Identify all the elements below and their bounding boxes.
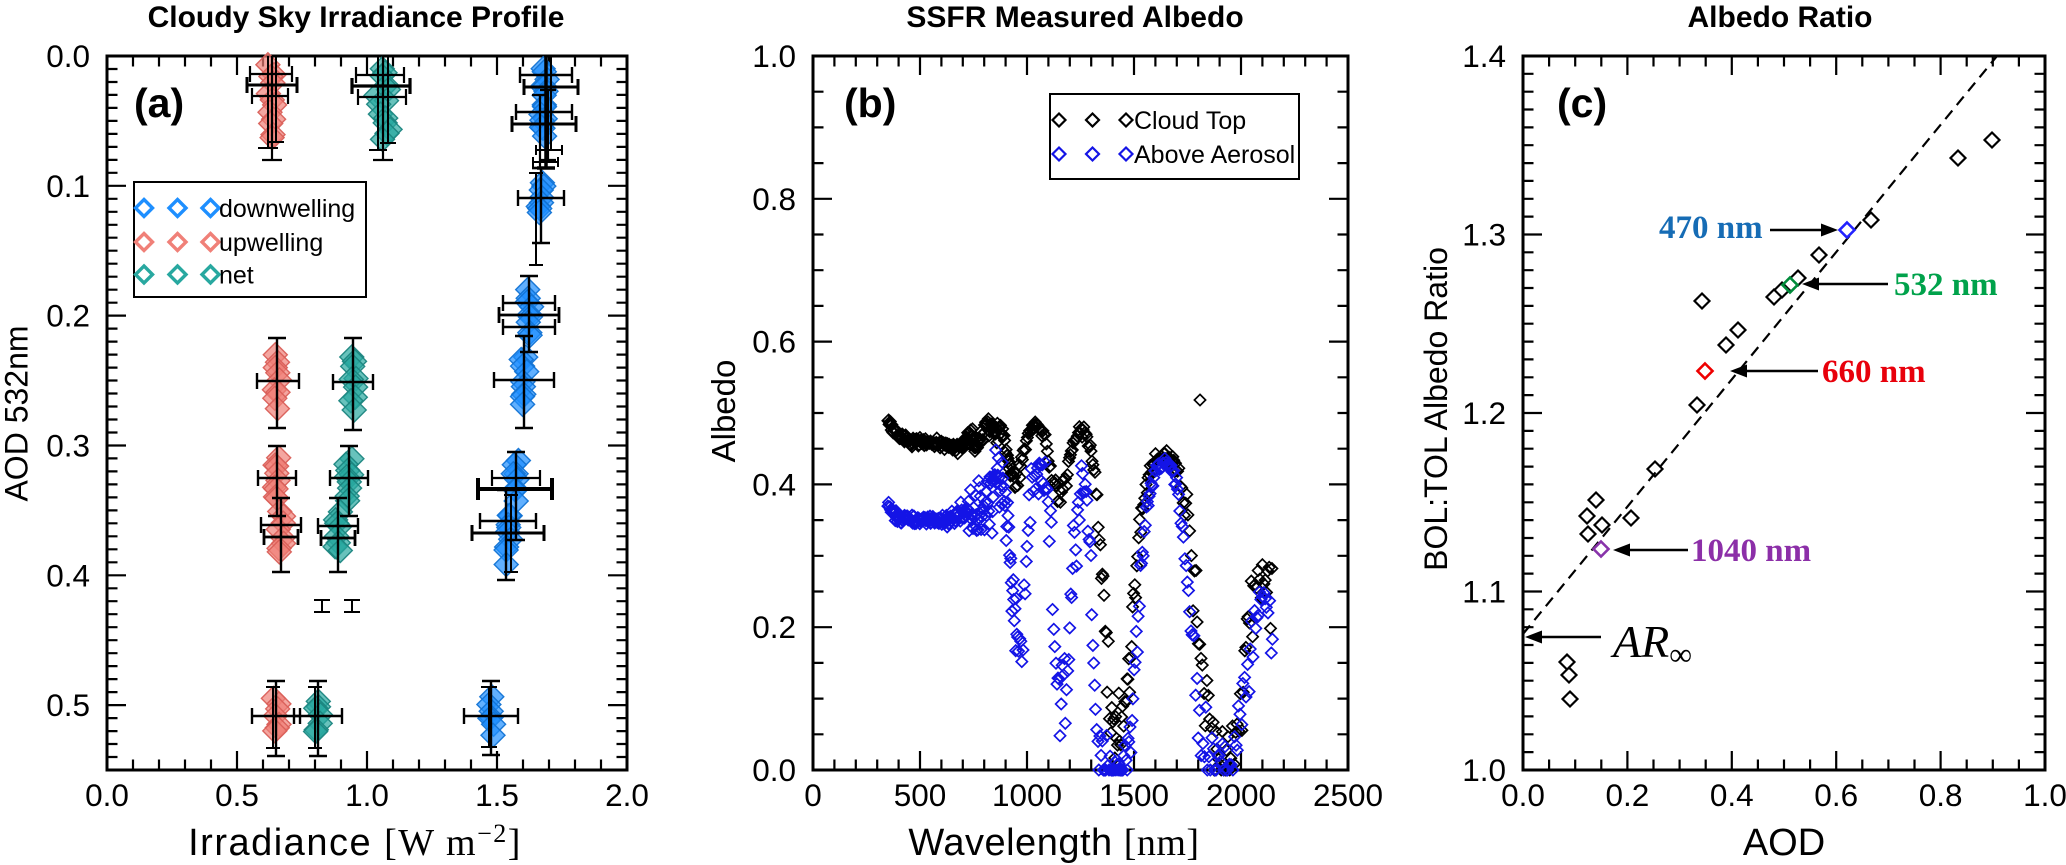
svg-text:0.8: 0.8 (1919, 777, 1963, 813)
svg-text:BOL:TOL Albedo Ratio: BOL:TOL Albedo Ratio (1418, 247, 1454, 571)
svg-text:0.1: 0.1 (46, 168, 90, 204)
svg-text:0.5: 0.5 (215, 777, 259, 813)
svg-text:1.0: 1.0 (345, 777, 389, 813)
svg-text:0.5: 0.5 (46, 687, 90, 723)
svg-text:downwelling: downwelling (219, 195, 355, 223)
svg-text:(c): (c) (1557, 80, 1607, 126)
svg-text:470 nm: 470 nm (1659, 210, 1763, 246)
svg-text:2000: 2000 (1206, 777, 1276, 813)
svg-text:Cloud Top: Cloud Top (1134, 107, 1246, 135)
svg-text:0.6: 0.6 (1814, 777, 1858, 813)
svg-text:Albedo: Albedo (705, 360, 742, 463)
svg-text:upwelling: upwelling (219, 229, 323, 257)
svg-text:1.4: 1.4 (1462, 38, 1506, 74)
svg-text:Irradiance [W m−2]: Irradiance [W m−2] (188, 819, 522, 864)
svg-text:1.2: 1.2 (1462, 395, 1506, 431)
svg-text:Cloudy Sky Irradiance Profile: Cloudy Sky Irradiance Profile (148, 1, 565, 34)
svg-text:0.0: 0.0 (752, 752, 796, 788)
svg-text:0.6: 0.6 (752, 324, 796, 360)
svg-text:0.4: 0.4 (46, 557, 90, 593)
svg-text:0: 0 (804, 777, 822, 813)
svg-text:net: net (219, 262, 254, 290)
svg-text:0.2: 0.2 (752, 609, 796, 645)
svg-text:0.2: 0.2 (1606, 777, 1650, 813)
svg-text:1.0: 1.0 (752, 38, 796, 74)
svg-text:Above Aerosol: Above Aerosol (1134, 141, 1295, 169)
svg-text:(b): (b) (844, 80, 896, 126)
svg-text:1.0: 1.0 (1462, 752, 1506, 788)
svg-text:0.3: 0.3 (46, 428, 90, 464)
svg-text:(a): (a) (134, 80, 184, 126)
svg-text:AOD 532nm: AOD 532nm (0, 325, 35, 501)
svg-text:1040 nm: 1040 nm (1691, 533, 1811, 569)
svg-text:2500: 2500 (1313, 777, 1383, 813)
svg-text:660 nm: 660 nm (1822, 354, 1926, 390)
svg-text:AOD: AOD (1743, 822, 1825, 864)
svg-text:Albedo Ratio: Albedo Ratio (1688, 1, 1873, 34)
svg-text:1500: 1500 (1099, 777, 1169, 813)
svg-text:1.5: 1.5 (475, 777, 519, 813)
svg-text:0.0: 0.0 (85, 777, 129, 813)
svg-text:0.4: 0.4 (1710, 777, 1754, 813)
svg-text:0.0: 0.0 (46, 38, 90, 74)
svg-text:2.0: 2.0 (605, 777, 649, 813)
svg-text:0.2: 0.2 (46, 298, 90, 334)
svg-text:532 nm: 532 nm (1894, 267, 1998, 303)
svg-text:0.8: 0.8 (752, 181, 796, 217)
svg-text:500: 500 (894, 777, 947, 813)
svg-text:Wavelength [nm]: Wavelength [nm] (908, 822, 1199, 864)
svg-text:1.3: 1.3 (1462, 217, 1506, 253)
svg-text:1.1: 1.1 (1462, 574, 1506, 610)
svg-text:1000: 1000 (992, 777, 1062, 813)
svg-text:0.4: 0.4 (752, 466, 796, 502)
svg-text:SSFR Measured Albedo: SSFR Measured Albedo (906, 1, 1243, 34)
svg-text:0.0: 0.0 (1501, 777, 1545, 813)
svg-text:1.0: 1.0 (2023, 777, 2066, 813)
